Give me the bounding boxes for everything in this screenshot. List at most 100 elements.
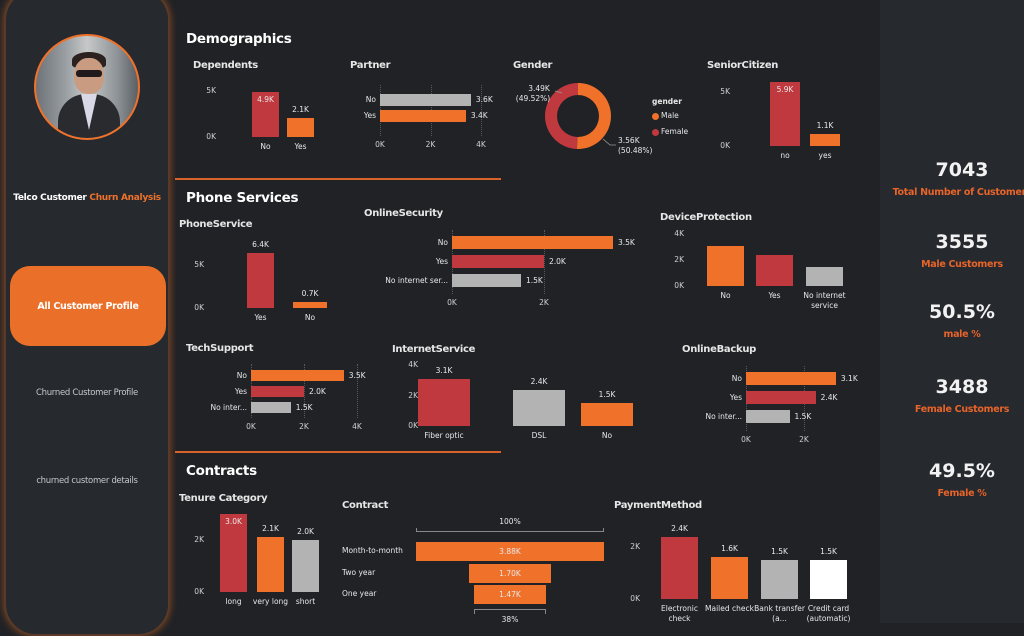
data-label: 4.9K [257, 94, 274, 104]
kpi-female-label: Female Customers [914, 404, 1010, 415]
slice-male[interactable] [576, 83, 611, 149]
y-tick-label: 5K [194, 260, 204, 269]
bar-no[interactable] [380, 94, 471, 106]
bar-no[interactable] [770, 82, 800, 146]
bar-bank-transfer-a-[interactable] [761, 560, 798, 599]
data-label: (49.52%) [515, 94, 551, 103]
category-label: short [295, 597, 316, 606]
funnel-bar[interactable]: 1.70K [468, 564, 552, 583]
bar-yes[interactable] [746, 391, 816, 404]
bar-no[interactable] [452, 236, 613, 249]
bar-yes[interactable] [287, 117, 314, 137]
bar-no-inter-[interactable] [251, 402, 291, 413]
tech-title: TechSupport [186, 343, 254, 354]
funnel-bar[interactable]: 1.47K [474, 585, 546, 604]
data-label: 1.5K [598, 390, 616, 400]
category-label: Two year [342, 568, 376, 577]
data-label: 1.5K [295, 402, 313, 412]
x-tick-label: 2K [299, 422, 309, 431]
dependents-title: Dependents [193, 60, 258, 71]
y-tick-label: 4K [408, 360, 418, 370]
y-tick-label: 2K [408, 390, 418, 400]
category-label: No internet service [803, 291, 846, 310]
x-tick-label: 2K [425, 140, 436, 149]
kpi-female-pct-value: 49.5% [929, 460, 995, 482]
bar-yes[interactable] [251, 386, 304, 397]
nav-all-customer-profile[interactable]: All Customer Profile [10, 266, 166, 346]
category-label: DSL [531, 431, 547, 440]
bar-no-internet-ser-[interactable] [452, 274, 521, 287]
funnel-top-label: 100% [499, 517, 521, 526]
bracket-top [415, 528, 605, 532]
kpi-male-value: 3555 [935, 231, 989, 253]
bar-no[interactable] [251, 370, 344, 381]
bar-no[interactable] [252, 91, 279, 137]
bar-very-long[interactable] [257, 537, 284, 592]
y-tick-label: 0K [194, 303, 204, 312]
category-label: Fiber optic [424, 431, 464, 440]
funnel-bottom-label: 38% [501, 615, 519, 624]
kpi-male-pct-value: 50.5% [929, 301, 995, 323]
bar-no[interactable] [293, 301, 327, 308]
section-contracts: Contracts [186, 463, 257, 479]
bar-short[interactable] [292, 540, 319, 592]
section-divider [175, 178, 501, 180]
y-tick-label: 0K [630, 594, 640, 603]
x-tick-label: 0K [447, 298, 457, 307]
partner-title: Partner [350, 60, 391, 71]
x-tick-label: 4K [352, 422, 362, 431]
bar-yes[interactable] [380, 110, 466, 122]
bar-yes[interactable] [810, 134, 840, 146]
data-label: 0.7K [301, 288, 319, 298]
kpi-female-value: 3488 [935, 376, 989, 398]
nav-label: All Customer Profile [37, 300, 139, 312]
gender-donut [544, 83, 616, 149]
kpi-panel [880, 0, 1024, 623]
funnel-bar[interactable]: 3.88K [415, 542, 605, 561]
contract-title: Contract [342, 500, 389, 511]
data-label: 2.4K [820, 392, 838, 402]
bar-yes[interactable] [247, 252, 274, 308]
nav-churned-customer-details[interactable]: churned customer details [36, 476, 138, 486]
bar-credit-card-automatic-[interactable] [810, 560, 847, 599]
y-tick-label: 5K [206, 86, 216, 95]
kpi-male-pct-label: male % [943, 329, 981, 340]
bar-long[interactable] [220, 514, 247, 592]
category-label: very long [252, 597, 289, 606]
x-tick-label: 4K [476, 140, 486, 149]
bar-mailed-check[interactable] [711, 557, 748, 599]
gridline [544, 230, 545, 294]
leader-line [554, 90, 563, 94]
data-label: 3.6K [475, 95, 493, 104]
bar-no-inter-[interactable] [746, 410, 790, 423]
bar-yes[interactable] [452, 255, 544, 268]
kpi-male-label: Male Customers [921, 259, 1003, 270]
gridline [357, 364, 358, 418]
kpi-female-pct-label: Female % [937, 488, 987, 499]
bar-fiber-optic[interactable] [418, 378, 470, 426]
y-tick-label: 0K [194, 587, 204, 596]
slice-female[interactable] [544, 83, 578, 149]
x-tick-label: 0K [741, 435, 751, 444]
legend-marker [652, 129, 659, 136]
bar-no[interactable] [707, 245, 744, 286]
backup-title: OnlineBackup [682, 344, 757, 355]
senior-title: SeniorCitizen [707, 60, 779, 71]
x-tick-label: 0K [375, 140, 385, 149]
legend-label: Female [661, 127, 689, 136]
bar-dsl[interactable] [513, 389, 565, 426]
bar-no[interactable] [581, 403, 633, 426]
data-label: 2.0K [297, 527, 314, 536]
dashboard-charts: Dependents 5K 0K 4.9K No 2.1K Yes Partner 0K 2K 4K… [179, 60, 858, 624]
data-label: 3.5K [618, 237, 635, 247]
kpi-total-value: 7043 [935, 159, 989, 181]
category-label: Mailed check [705, 604, 754, 613]
data-label: 3.1K [435, 365, 453, 375]
bar-no-internet-service[interactable] [806, 266, 843, 286]
y-tick-label: 4K [674, 229, 684, 238]
bar-yes[interactable] [756, 254, 793, 286]
nav-churned-customer-profile[interactable]: Churned Customer Profile [36, 388, 138, 398]
bar-no[interactable] [746, 372, 836, 385]
category-label: One year [342, 589, 377, 598]
bar-electronic-check[interactable] [661, 536, 698, 599]
